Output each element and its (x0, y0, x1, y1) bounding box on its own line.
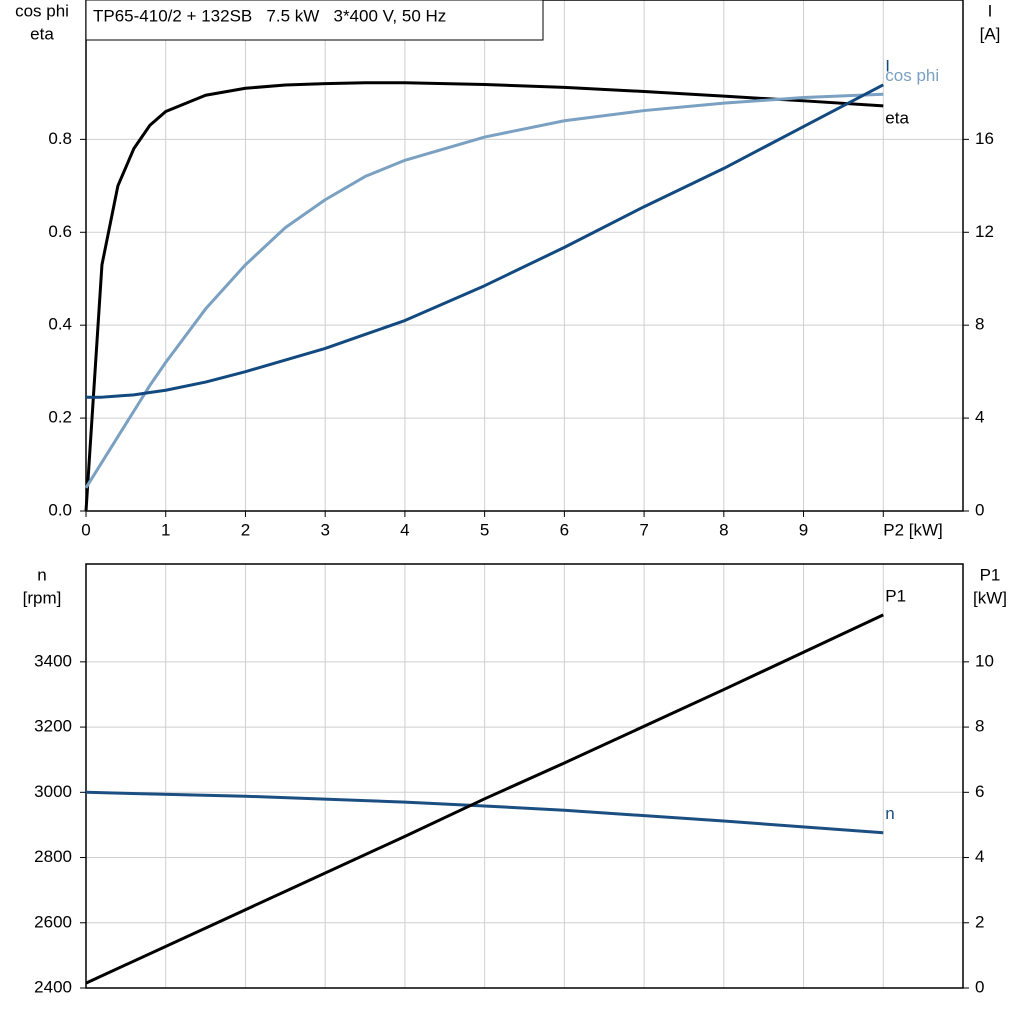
series-line (85, 790, 884, 835)
y2-tick-label: 12 (975, 222, 994, 241)
x-tick-label: 2 (241, 520, 250, 539)
x-tick-label: 8 (719, 520, 728, 539)
series-label: n (885, 804, 894, 823)
plot-frame (85, 0, 964, 512)
x-tick-label: P2 [kW] (883, 520, 943, 539)
series-line (85, 613, 884, 985)
y-axis-label: eta (30, 24, 54, 43)
chart-title: TP65-410/2 + 132SB 7.5 kW 3*400 V, 50 Hz (93, 6, 446, 25)
series-line (86, 83, 884, 399)
y-tick-label: 2600 (34, 912, 72, 931)
x-tick-label: 5 (480, 520, 489, 539)
y2-tick-label: 8 (975, 717, 984, 736)
series-label: eta (885, 108, 909, 127)
series-label: cos phi (885, 66, 939, 85)
y-tick-label: 3200 (34, 717, 72, 736)
y2-tick-label: 4 (975, 847, 984, 866)
y-tick-label: 2800 (34, 847, 72, 866)
y-tick-label: 0.6 (48, 222, 72, 241)
y2-axis-label: I (988, 1, 993, 20)
series-label: P1 (885, 586, 906, 605)
y-axis-label: cos phi (15, 1, 69, 20)
y-tick-label: 0.8 (48, 129, 72, 148)
x-tick-label: 6 (560, 520, 569, 539)
y2-tick-label: 6 (975, 782, 984, 801)
x-tick-label: 3 (320, 520, 329, 539)
y2-axis-label: [kW] (973, 588, 1007, 607)
y2-tick-label: 8 (975, 315, 984, 334)
x-tick-label: 7 (639, 520, 648, 539)
series-line (84, 92, 884, 489)
y-tick-label: 0.4 (48, 315, 72, 334)
y2-tick-label: 10 (975, 651, 994, 670)
y2-axis-label: P1 (980, 565, 1001, 584)
series-label: I (885, 56, 890, 75)
y2-tick-label: 0 (975, 977, 984, 996)
y-tick-label: 2400 (34, 977, 72, 996)
y-tick-label: 0.2 (48, 408, 72, 427)
y2-axis-label: [A] (980, 24, 1001, 43)
y2-tick-label: 0 (975, 500, 984, 519)
y-tick-label: 0.0 (48, 500, 72, 519)
y2-tick-label: 4 (975, 408, 984, 427)
x-tick-label: 0 (81, 520, 90, 539)
x-tick-label: 9 (799, 520, 808, 539)
y-tick-label: 3400 (34, 651, 72, 670)
y2-tick-label: 16 (975, 129, 994, 148)
y-axis-label: [rpm] (23, 588, 62, 607)
x-tick-label: 4 (400, 520, 409, 539)
series-line (84, 81, 884, 512)
plot-frame (85, 563, 964, 989)
y-tick-label: 3000 (34, 782, 72, 801)
x-tick-label: 1 (161, 520, 170, 539)
title-box (85, 0, 544, 41)
y-axis-label: n (37, 565, 46, 584)
y2-tick-label: 2 (975, 912, 984, 931)
